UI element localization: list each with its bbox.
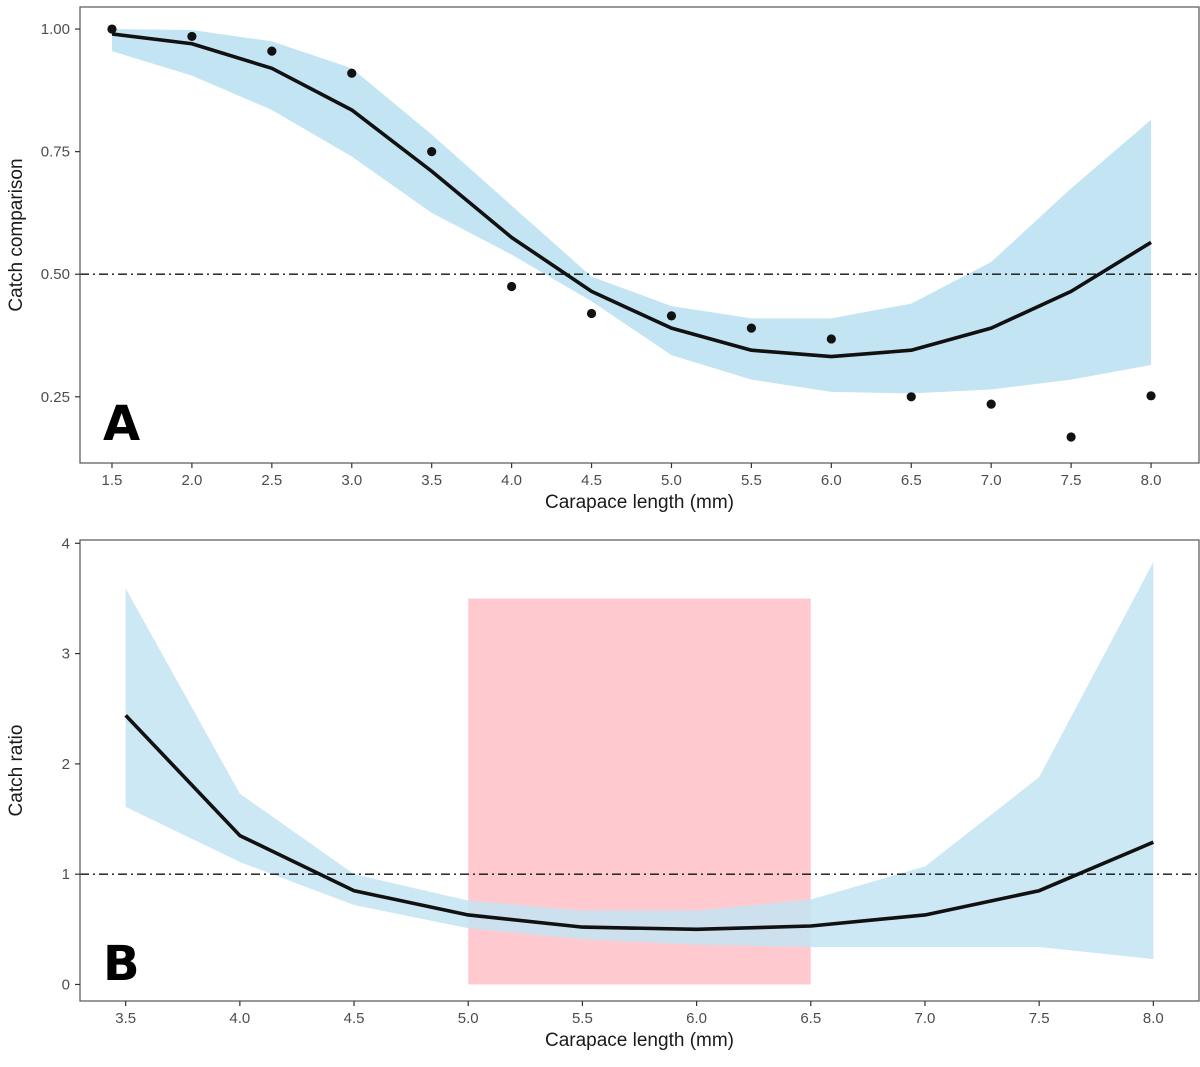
x-tick-label: 5.5	[741, 472, 762, 489]
data-point	[666, 311, 677, 321]
data-point	[826, 334, 836, 344]
data-point	[267, 46, 277, 56]
x-tick-label: 8.0	[1141, 472, 1162, 489]
x-tick-label: 3.5	[421, 472, 442, 489]
x-tick-label: 7.0	[915, 1010, 936, 1027]
x-axis-title-b: Carapace length (mm)	[545, 1030, 734, 1051]
confidence-ribbon-b	[125, 562, 1154, 960]
x-tick-label: 2.0	[181, 472, 202, 489]
y-axis-title-b: Catch ratio	[6, 725, 27, 817]
x-tick-label: 6.0	[821, 472, 842, 489]
plot-frame-b	[79, 539, 1200, 1002]
data-point	[427, 147, 437, 157]
y-tick-label: 0.50	[41, 266, 70, 283]
x-tick-label: 4.0	[501, 472, 522, 489]
x-tick-label: 3.5	[115, 1010, 136, 1027]
x-tick-label: 7.5	[1061, 472, 1082, 489]
x-tick-label: 8.0	[1143, 1010, 1164, 1027]
x-tick-label: 6.5	[800, 1010, 821, 1027]
x-tick-label: 6.0	[686, 1010, 707, 1027]
data-point	[187, 31, 197, 42]
data-point	[1146, 391, 1156, 401]
data-point	[1066, 432, 1076, 442]
y-tick-label: 1	[62, 866, 70, 883]
plot-frame-a	[79, 6, 1200, 464]
x-tick-label: 7.5	[1029, 1010, 1050, 1027]
data-point	[906, 392, 916, 402]
x-tick-label: 3.0	[341, 472, 362, 489]
panel-a: 1.5 2.0 2.5 3.0 3.5 4.0 4.5 5.0 5.5 6.0 6.5 7.0 7.5 8…	[6, 6, 1200, 513]
data-point	[507, 281, 517, 292]
data-point	[586, 308, 597, 319]
y-tick-label: 2	[62, 756, 70, 773]
x-tick-label: 7.0	[981, 472, 1002, 489]
x-tick-label: 4.5	[344, 1010, 365, 1027]
x-tick-label: 1.5	[102, 472, 123, 489]
x-tick-label: 5.0	[458, 1010, 479, 1027]
x-tick-label: 4.0	[229, 1010, 250, 1027]
x-tick-label: 2.5	[261, 472, 282, 489]
panel-tag-b: B	[103, 936, 140, 992]
y-tick-label: 0.25	[41, 389, 70, 406]
data-point	[107, 24, 117, 34]
confidence-ribbon-a	[111, 29, 1152, 394]
y-tick-label: 0.75	[41, 144, 70, 161]
fit-line-b	[124, 714, 1155, 932]
y-axis-title-a: Catch comparison	[6, 158, 27, 311]
y-tick-label: 0	[62, 976, 70, 993]
x-tick-label: 5.0	[661, 472, 682, 489]
x-tick-label: 5.5	[572, 1010, 593, 1027]
panel-tag-a: A	[103, 396, 140, 452]
y-tick-label: 3	[62, 646, 70, 663]
x-tick-label: 4.5	[581, 472, 602, 489]
fit-line-a	[111, 32, 1152, 359]
y-tick-label: 4	[62, 535, 70, 552]
x-axis-title-a: Carapace length (mm)	[545, 492, 734, 513]
y-tick-label: 1.00	[41, 21, 70, 38]
data-point	[986, 399, 996, 409]
data-point	[746, 323, 757, 333]
panel-b: 3.5 4.0 4.5 5.0 5.5 6.0 6.5 7.0 7.5 8.0 0 1 2 3 4 Car…	[6, 535, 1200, 1051]
data-point	[347, 68, 357, 78]
x-tick-label: 6.5	[901, 472, 922, 489]
